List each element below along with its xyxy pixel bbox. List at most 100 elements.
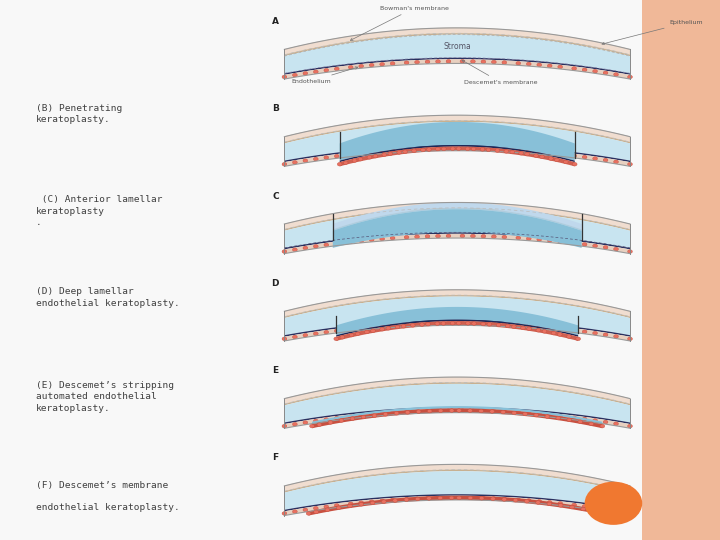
Polygon shape	[284, 382, 630, 406]
Circle shape	[402, 150, 408, 153]
Circle shape	[468, 496, 473, 500]
Circle shape	[449, 496, 454, 500]
Circle shape	[492, 409, 496, 413]
Circle shape	[492, 60, 496, 64]
Circle shape	[373, 154, 378, 158]
Polygon shape	[284, 234, 630, 254]
Circle shape	[582, 156, 587, 159]
Polygon shape	[284, 407, 630, 424]
Polygon shape	[284, 145, 630, 162]
Circle shape	[516, 236, 521, 240]
Circle shape	[328, 421, 333, 424]
Text: A: A	[271, 17, 279, 26]
Circle shape	[613, 247, 618, 251]
Circle shape	[339, 418, 344, 422]
Polygon shape	[333, 209, 582, 248]
Circle shape	[292, 73, 297, 77]
Circle shape	[502, 498, 507, 501]
Circle shape	[310, 424, 315, 428]
Circle shape	[348, 65, 353, 69]
Circle shape	[446, 496, 451, 500]
Circle shape	[572, 154, 577, 158]
Circle shape	[558, 502, 562, 505]
Polygon shape	[284, 209, 630, 248]
Circle shape	[436, 496, 441, 500]
Circle shape	[426, 234, 430, 238]
Text: (C) Anterior lamellar
keratoplasty
.: (C) Anterior lamellar keratoplasty .	[36, 195, 163, 227]
Circle shape	[348, 502, 353, 505]
Circle shape	[415, 60, 420, 64]
Circle shape	[436, 409, 441, 413]
Circle shape	[404, 410, 409, 414]
Circle shape	[369, 413, 374, 416]
Circle shape	[282, 75, 287, 79]
Circle shape	[282, 337, 287, 341]
Circle shape	[456, 321, 461, 325]
Circle shape	[369, 151, 374, 154]
Circle shape	[412, 149, 416, 152]
Circle shape	[628, 512, 632, 515]
Circle shape	[395, 411, 399, 415]
Circle shape	[364, 330, 369, 334]
Circle shape	[355, 332, 360, 335]
Circle shape	[536, 328, 541, 332]
Circle shape	[379, 150, 384, 153]
Circle shape	[446, 234, 451, 238]
Circle shape	[436, 234, 441, 238]
Circle shape	[526, 324, 531, 328]
Circle shape	[496, 323, 501, 327]
Text: B: B	[271, 104, 279, 113]
Circle shape	[558, 414, 562, 418]
Circle shape	[358, 158, 363, 161]
Text: Stroma: Stroma	[444, 42, 471, 51]
Circle shape	[420, 148, 426, 152]
Circle shape	[436, 60, 441, 63]
Circle shape	[303, 72, 307, 75]
Circle shape	[449, 409, 454, 413]
Circle shape	[282, 163, 287, 166]
Circle shape	[438, 409, 443, 413]
Polygon shape	[284, 120, 630, 144]
Polygon shape	[284, 470, 630, 492]
Circle shape	[572, 329, 577, 332]
Circle shape	[441, 147, 446, 151]
Circle shape	[317, 423, 322, 427]
Circle shape	[537, 412, 541, 416]
Circle shape	[547, 151, 552, 155]
Circle shape	[578, 420, 582, 423]
Circle shape	[313, 419, 318, 423]
Circle shape	[472, 322, 477, 325]
Circle shape	[628, 337, 632, 341]
Circle shape	[334, 154, 339, 158]
Circle shape	[549, 157, 553, 160]
Circle shape	[526, 411, 531, 415]
Circle shape	[306, 512, 311, 515]
Circle shape	[404, 148, 409, 152]
Circle shape	[460, 147, 465, 151]
Circle shape	[564, 160, 568, 164]
Circle shape	[547, 501, 552, 504]
Circle shape	[481, 234, 486, 238]
Text: (D) Deep lamellar
endothelial keratoplasty.: (D) Deep lamellar endothelial keratoplas…	[36, 287, 180, 308]
Circle shape	[456, 409, 462, 413]
Polygon shape	[284, 377, 630, 404]
Circle shape	[390, 411, 395, 415]
Circle shape	[438, 496, 443, 500]
Text: Descemet's membrane: Descemet's membrane	[462, 60, 537, 85]
Circle shape	[426, 322, 431, 326]
Circle shape	[352, 159, 357, 163]
Circle shape	[480, 496, 484, 500]
Circle shape	[613, 73, 618, 76]
Circle shape	[558, 504, 563, 507]
Circle shape	[372, 414, 377, 417]
Circle shape	[481, 496, 486, 500]
Circle shape	[521, 326, 526, 329]
Circle shape	[526, 62, 531, 66]
Polygon shape	[284, 471, 630, 510]
Circle shape	[451, 147, 455, 151]
Circle shape	[340, 335, 345, 339]
Circle shape	[570, 505, 575, 509]
Circle shape	[613, 422, 618, 426]
Circle shape	[487, 322, 492, 326]
Circle shape	[558, 65, 562, 69]
